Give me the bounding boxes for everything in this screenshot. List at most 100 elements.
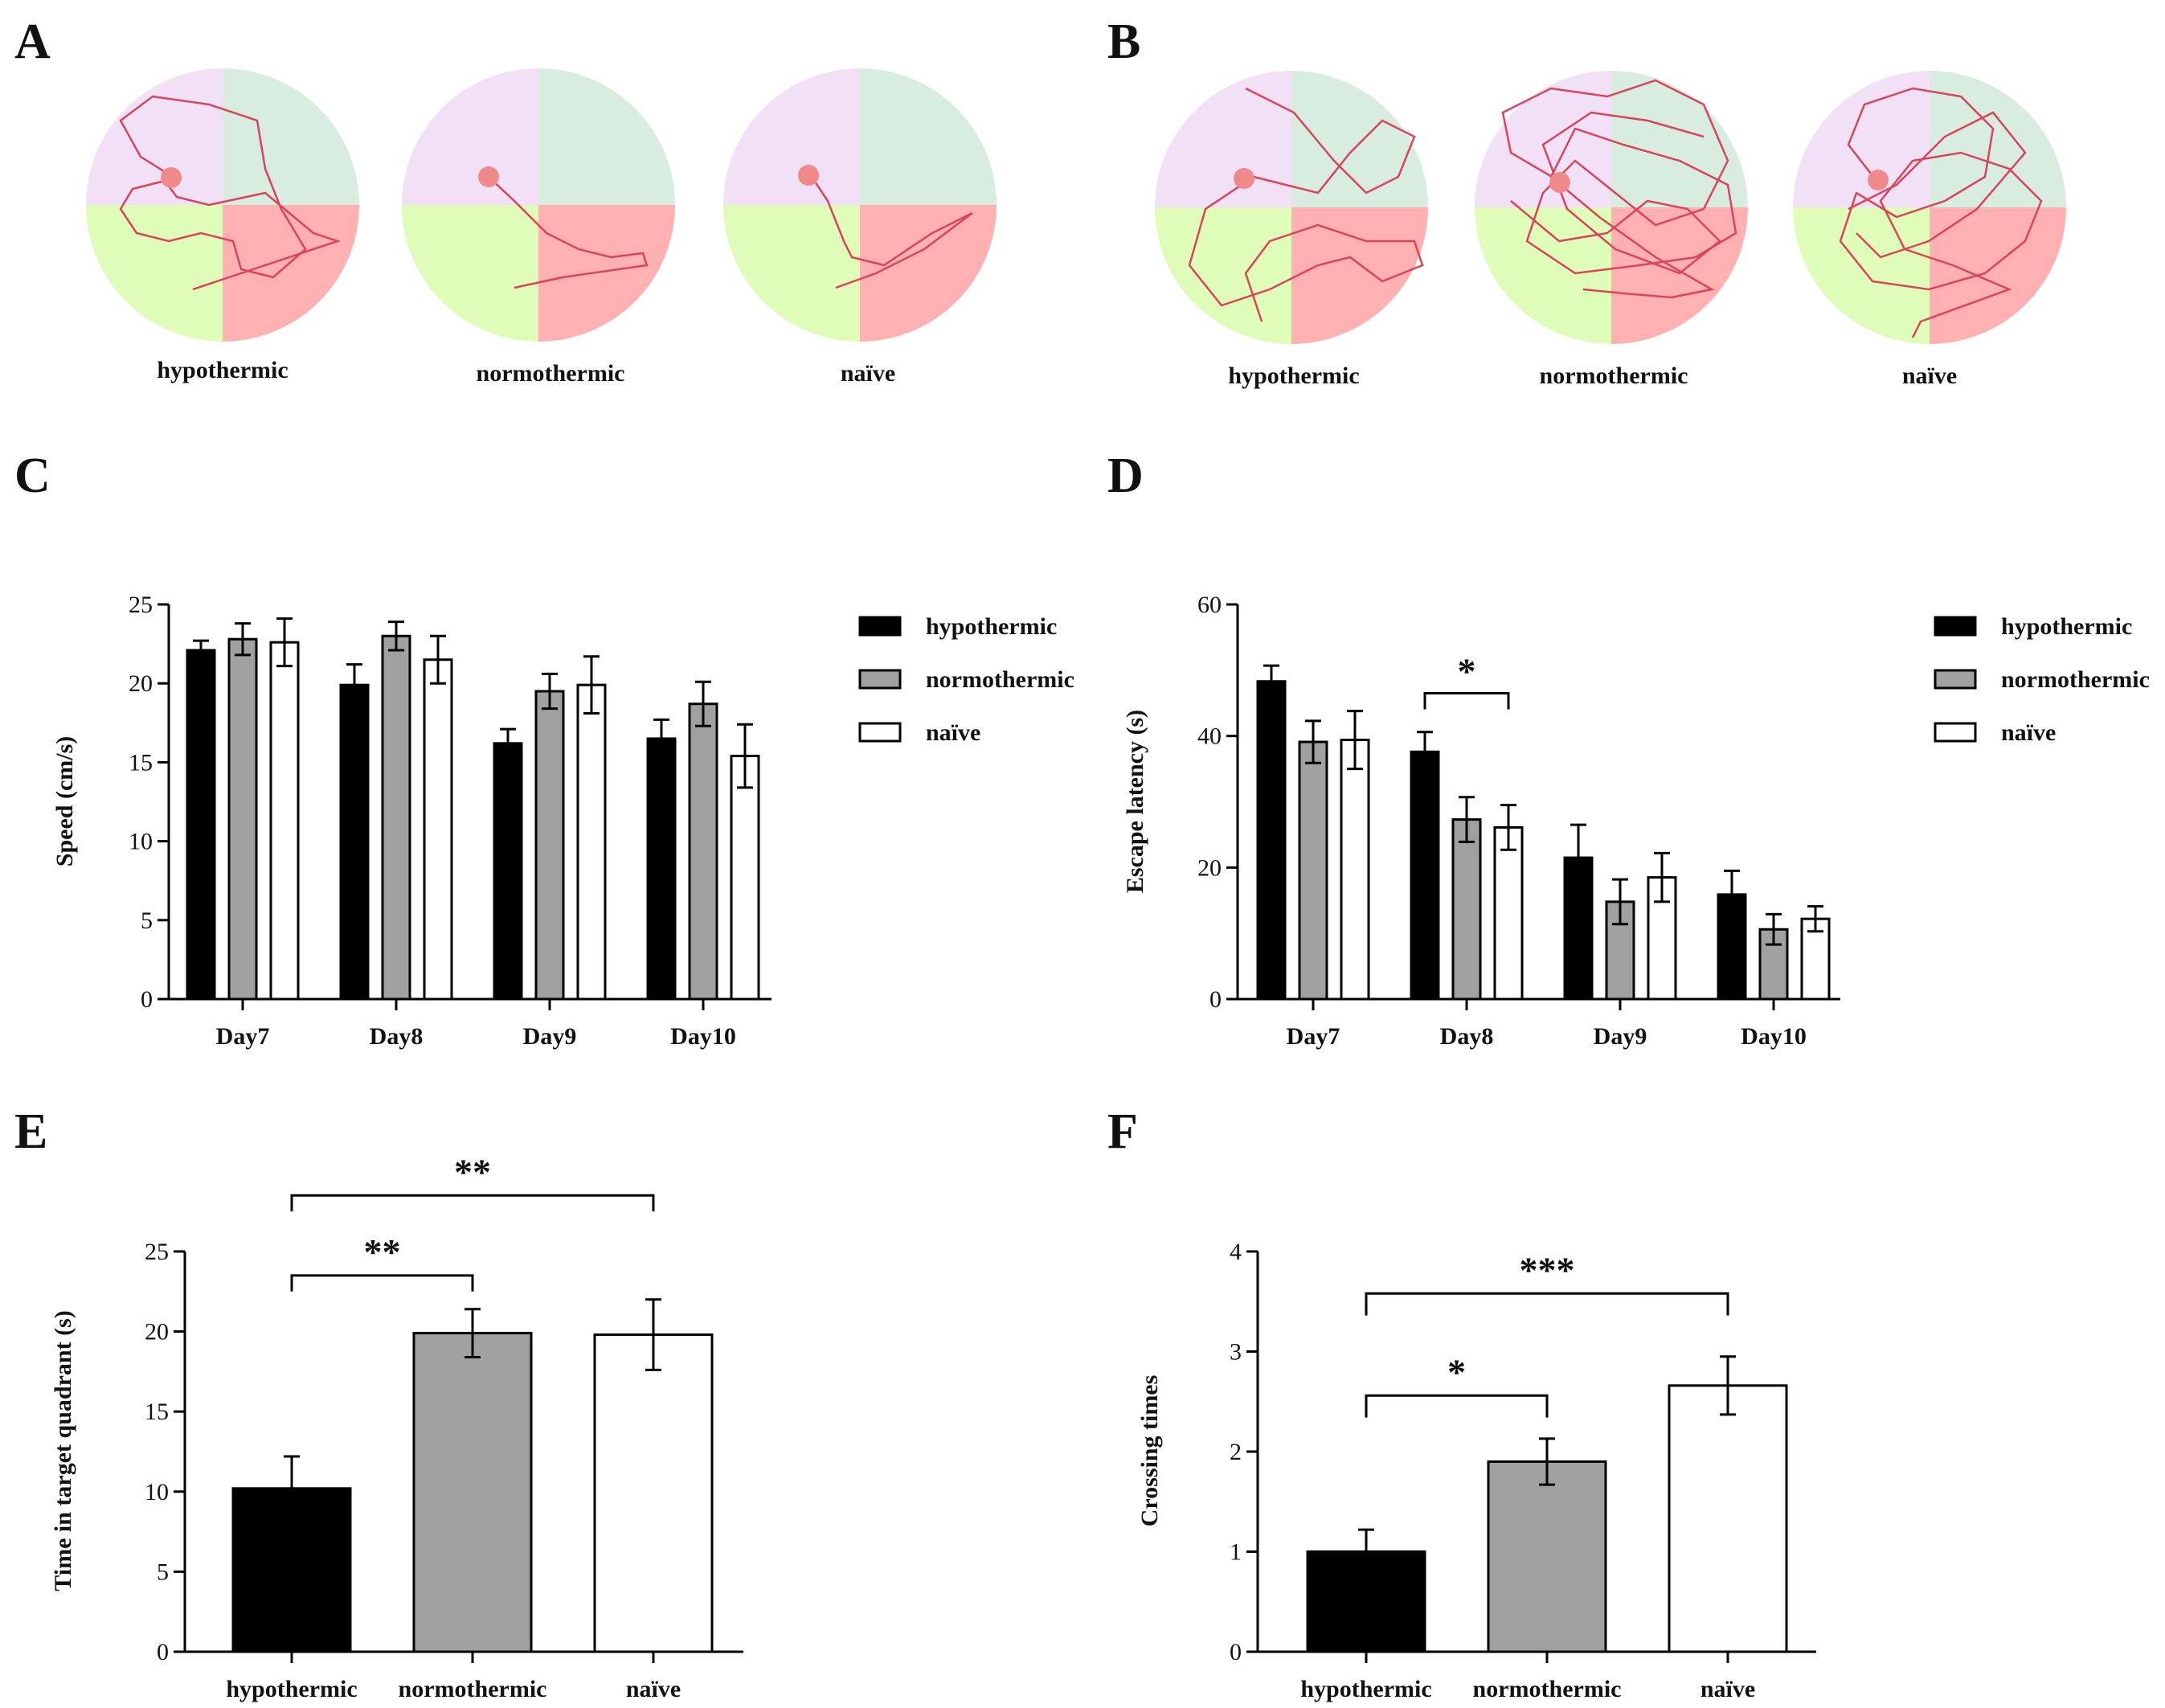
swim-path <box>1510 111 1721 275</box>
swim-path <box>119 95 341 291</box>
y-tick-label: 4 <box>1230 1239 1242 1265</box>
quadrant-lower-right <box>860 205 997 342</box>
legend-label-naive: naïve <box>926 719 980 746</box>
significance-marker: ** <box>454 1151 491 1192</box>
bar-normothermic <box>227 637 258 1001</box>
x-tick-label: Day7 <box>216 1023 270 1050</box>
maze-label: hypothermic <box>1228 362 1359 389</box>
x-tick-label: normothermic <box>1473 1676 1622 1702</box>
x-tick-label: Day9 <box>523 1023 577 1050</box>
y-tick-label: 25 <box>145 1239 169 1265</box>
y-tick-label: 1 <box>1230 1539 1242 1566</box>
maze-label: normothermic <box>1540 362 1688 389</box>
legend-label-normothermic: normothermic <box>2001 666 2150 693</box>
quadrant-lower-left <box>1155 207 1291 344</box>
quadrant-target <box>723 68 860 205</box>
quadrant-target <box>1155 71 1291 207</box>
quadrant-target <box>1475 71 1611 207</box>
significance-bracket <box>1365 1394 1549 1418</box>
legend-label-hypothermic: hypothermic <box>926 613 1057 640</box>
maze-label: normothermic <box>477 360 625 387</box>
significance-bracket <box>1423 691 1510 710</box>
maze-label: naïve <box>841 360 895 387</box>
x-tick-label: hypothermic <box>226 1676 357 1702</box>
bar-hypothermic <box>186 649 216 1001</box>
bar-normothermic <box>534 690 565 1001</box>
quadrant-target <box>402 68 538 205</box>
legend-swatch-hypothermic <box>1934 616 1977 637</box>
panel-label-c: C <box>14 449 51 503</box>
y-tick-label: 40 <box>1197 723 1222 750</box>
bar-normothermic <box>1487 1460 1607 1653</box>
y-tick-label: 0 <box>141 986 153 1013</box>
maze-a-normothermic: normothermic <box>402 68 675 387</box>
legend-swatch-naive <box>1934 722 1977 743</box>
maze-b-hypothermic: hypothermic <box>1155 71 1428 389</box>
y-tick-label: 20 <box>129 670 153 697</box>
y-axis-label-f: Crossing times <box>1136 1375 1163 1527</box>
quadrant-lower-left <box>1793 207 1930 344</box>
bar-naive <box>576 683 607 1001</box>
y-tick-label: 0 <box>1230 1639 1242 1665</box>
y-tick-label: 2 <box>1230 1439 1242 1465</box>
chart-e: 0 5 10 15 20 25 hypothermic normothermic naïve **… <box>145 1151 743 1702</box>
x-tick-label: Day7 <box>1287 1023 1340 1050</box>
legend-label-normothermic: normothermic <box>926 666 1074 693</box>
platform-icon <box>1234 168 1254 189</box>
quadrant-target <box>1793 71 1930 207</box>
x-tick-label: Day8 <box>370 1023 424 1050</box>
maze-a-hypothermic: hypothermic <box>86 68 359 383</box>
bar-normothermic <box>1451 818 1482 1001</box>
x-tick-label: Day10 <box>670 1023 736 1050</box>
legend-c: hypothermic normothermic naïve <box>858 613 1074 746</box>
panel-label-a: A <box>14 14 51 69</box>
quadrant-lower-right <box>1930 207 2066 344</box>
swim-path <box>489 178 649 289</box>
x-tick-label: naïve <box>1700 1676 1755 1702</box>
platform-icon <box>798 165 819 186</box>
maze-quadrants <box>1793 71 2066 344</box>
y-axis-label-c: Speed (cm/s) <box>51 736 78 866</box>
bar-normothermic <box>688 702 718 1001</box>
significance-bracket <box>1365 1292 1729 1316</box>
bar-normothermic <box>1298 740 1328 1001</box>
y-tick-label: 25 <box>129 592 153 618</box>
y-tick-label: 60 <box>1197 592 1222 618</box>
y-tick-label: 0 <box>1209 986 1222 1013</box>
bar-hypothermic <box>1256 680 1287 1001</box>
bar-naive <box>1668 1384 1788 1653</box>
legend-swatch-normothermic <box>858 669 902 690</box>
panel-label-f: F <box>1107 1104 1138 1159</box>
maze-b-naive: naïve <box>1793 71 2066 389</box>
panel-label-e: E <box>14 1104 47 1159</box>
maze-label: hypothermic <box>157 357 288 383</box>
maze-a-naive: naïve <box>723 68 997 387</box>
quadrant-upper-right <box>1930 71 2066 207</box>
quadrant-lower-left <box>723 205 860 342</box>
bar-normothermic <box>412 1332 533 1653</box>
maze-panel-a: hypothermic normothermic naïve <box>86 68 997 387</box>
quadrant-upper-right <box>1291 71 1428 207</box>
x-tick-label: hypothermic <box>1300 1676 1431 1702</box>
y-tick-label: 15 <box>129 749 153 776</box>
quadrant-upper-right <box>860 68 997 205</box>
bar-hypothermic <box>339 683 370 1001</box>
bar-naive <box>730 755 760 1001</box>
bar-naive <box>423 658 453 1001</box>
quadrant-lower-right <box>1611 207 1748 344</box>
bar-naive <box>269 641 300 1001</box>
y-tick-label: 3 <box>1230 1339 1242 1366</box>
y-tick-label: 0 <box>157 1639 169 1665</box>
y-tick-label: 5 <box>157 1558 169 1585</box>
x-tick-label: naïve <box>626 1676 681 1702</box>
panel-label-d: D <box>1107 449 1144 503</box>
bar-naive <box>1340 739 1370 1001</box>
bar-naive <box>593 1333 714 1653</box>
y-tick-label: 5 <box>141 907 153 934</box>
legend-swatch-hypothermic <box>858 616 902 637</box>
significance-marker: * <box>1447 1351 1466 1392</box>
platform-icon <box>1549 172 1570 193</box>
significance-marker: ** <box>364 1231 401 1272</box>
quadrant-upper-right <box>223 68 359 205</box>
legend-swatch-normothermic <box>1934 669 1977 690</box>
